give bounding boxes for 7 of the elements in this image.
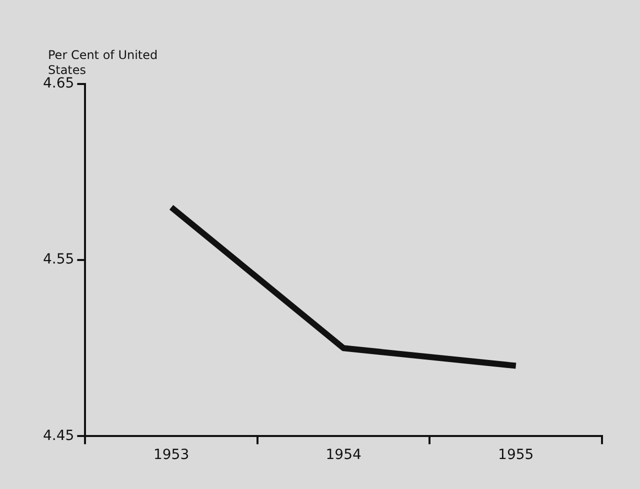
y-axis-title: Per Cent of United States — [48, 48, 158, 77]
y-tick-label: 4.55 — [43, 252, 74, 268]
x-tick-label: 1955 — [498, 447, 534, 464]
x-tick-label: 1953 — [153, 447, 190, 464]
y-tick-label: 4.65 — [43, 76, 74, 92]
y-tick-label: 4.45 — [43, 428, 74, 444]
x-tick-label: 1954 — [326, 447, 362, 464]
